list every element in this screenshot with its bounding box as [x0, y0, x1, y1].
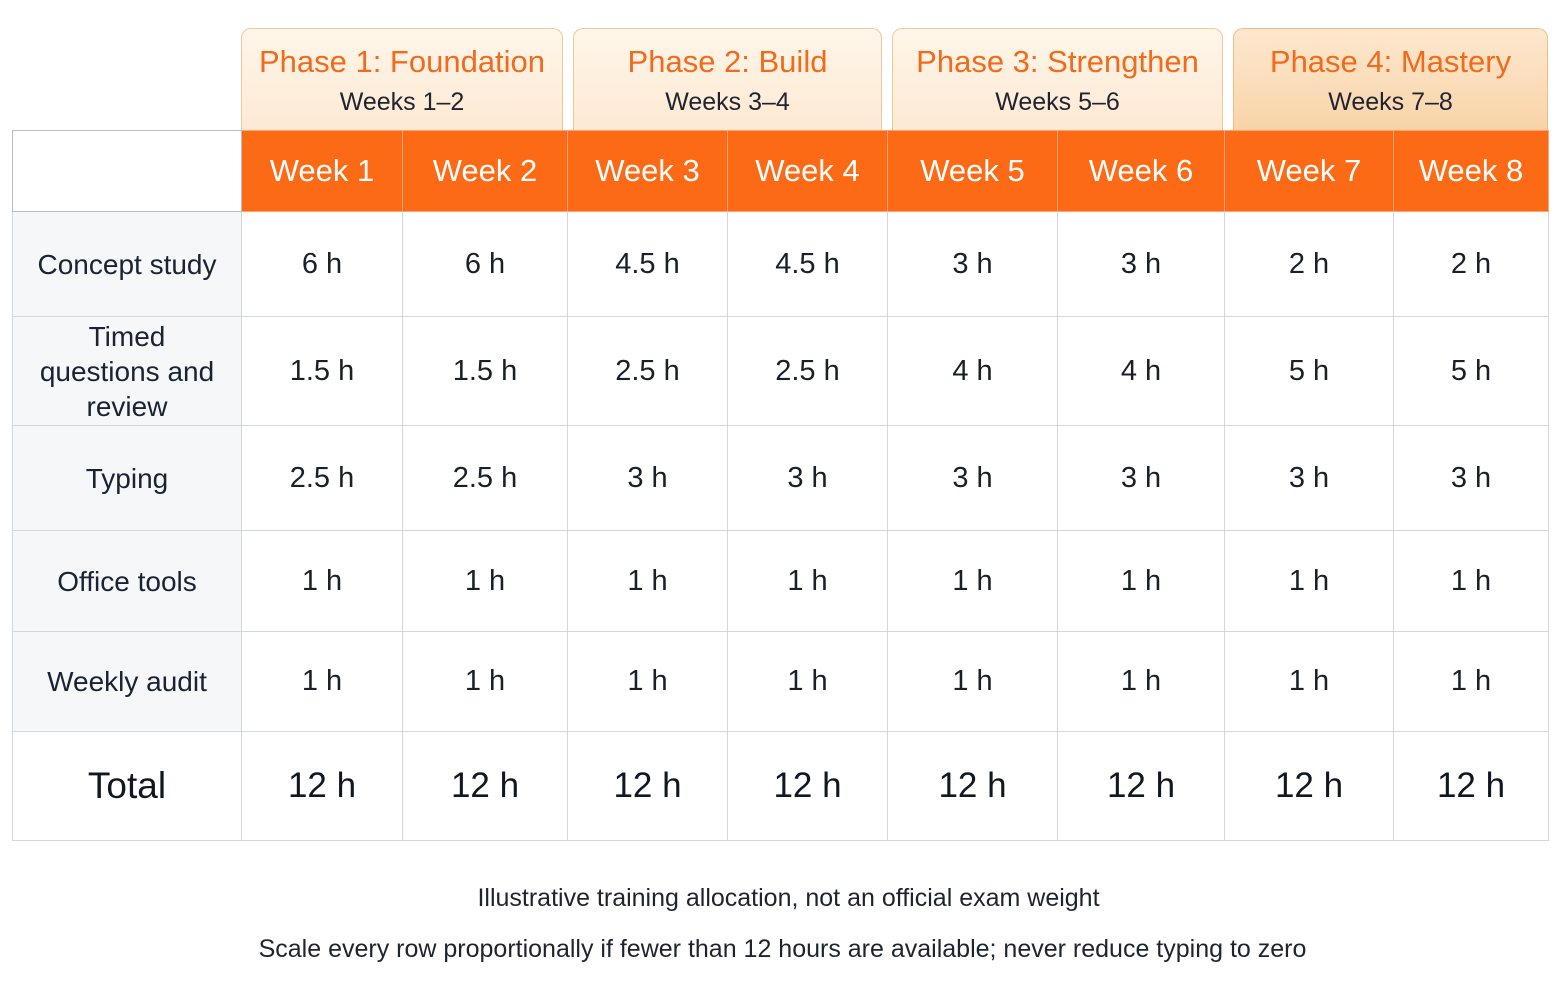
- total-row: Total 12 h 12 h 12 h 12 h 12 h 12 h 12 h…: [12, 731, 1549, 841]
- hours-cell: 4.5 h: [727, 211, 888, 317]
- phase-weeks: Weeks 5–6: [995, 88, 1120, 116]
- hours-cell: 1.5 h: [402, 316, 568, 426]
- phase-title: Phase 4: Mastery: [1269, 44, 1512, 79]
- hours-cell: 1 h: [1393, 530, 1549, 632]
- week-header: Week 4: [727, 130, 888, 212]
- hours-cell: 2.5 h: [241, 425, 403, 531]
- table-row: Weekly audit 1 h 1 h 1 h 1 h 1 h 1 h 1 h…: [12, 631, 1549, 732]
- hours-cell: 4 h: [1057, 316, 1225, 426]
- phase-header-1: Phase 1: Foundation Weeks 1–2: [241, 28, 563, 130]
- hours-cell: 1 h: [887, 631, 1058, 732]
- hours-cell: 1 h: [1393, 631, 1549, 732]
- phase-header-4: Phase 4: Mastery Weeks 7–8: [1233, 28, 1548, 130]
- total-cell: 12 h: [1224, 731, 1394, 841]
- total-cell: 12 h: [402, 731, 568, 841]
- table-row: Office tools 1 h 1 h 1 h 1 h 1 h 1 h 1 h…: [12, 530, 1549, 632]
- hours-cell: 1 h: [1224, 530, 1394, 632]
- total-cell: 12 h: [241, 731, 403, 841]
- row-label: Office tools: [12, 530, 242, 632]
- hours-cell: 1 h: [727, 530, 888, 632]
- phase-weeks: Weeks 1–2: [339, 88, 465, 116]
- hours-cell: 3 h: [1224, 425, 1394, 531]
- week-header: Week 1: [241, 130, 403, 212]
- hours-cell: 1 h: [567, 631, 728, 732]
- hours-cell: 3 h: [567, 425, 728, 531]
- hours-cell: 4 h: [887, 316, 1058, 426]
- hours-cell: 3 h: [887, 425, 1058, 531]
- hours-cell: 2.5 h: [567, 316, 728, 426]
- hours-cell: 1 h: [1224, 631, 1394, 732]
- footnote-scaling: Scale every row proportionally if fewer …: [258, 935, 1307, 963]
- phase-weeks: Weeks 7–8: [1328, 88, 1453, 116]
- hours-cell: 1 h: [567, 530, 728, 632]
- hours-cell: 1.5 h: [241, 316, 403, 426]
- hours-cell: 3 h: [887, 211, 1058, 317]
- row-label: Typing: [12, 425, 242, 531]
- hours-cell: 5 h: [1393, 316, 1549, 426]
- hours-cell: 1 h: [887, 530, 1058, 632]
- total-cell: 12 h: [1057, 731, 1225, 841]
- hours-cell: 4.5 h: [567, 211, 728, 317]
- total-cell: 12 h: [1393, 731, 1549, 841]
- hours-cell: 1 h: [241, 631, 403, 732]
- total-cell: 12 h: [727, 731, 888, 841]
- hours-cell: 3 h: [1393, 425, 1549, 531]
- phase-title: Phase 1: Foundation: [258, 44, 546, 79]
- corner-cell: [12, 130, 242, 212]
- footnote-disclaimer: Illustrative training allocation, not an…: [477, 884, 1100, 912]
- row-label: Weekly audit: [12, 631, 242, 732]
- hours-cell: 1 h: [402, 631, 568, 732]
- week-header-row: Week 1 Week 2 Week 3 Week 4 Week 5 Week …: [12, 130, 1549, 212]
- hours-cell: 1 h: [402, 530, 568, 632]
- hours-cell: 3 h: [1057, 425, 1225, 531]
- week-header: Week 5: [887, 130, 1058, 212]
- row-label: Timed questions and review: [12, 316, 242, 426]
- week-header: Week 3: [567, 130, 728, 212]
- phase-header-2: Phase 2: Build Weeks 3–4: [573, 28, 882, 130]
- hours-cell: 2 h: [1224, 211, 1394, 317]
- row-label: Concept study: [12, 211, 242, 317]
- hours-cell: 1 h: [727, 631, 888, 732]
- hours-cell: 1 h: [1057, 530, 1225, 632]
- schedule-table: Week 1 Week 2 Week 3 Week 4 Week 5 Week …: [12, 130, 1549, 841]
- phase-title: Phase 3: Strengthen: [916, 44, 1199, 79]
- week-header: Week 7: [1224, 130, 1394, 212]
- phase-header-3: Phase 3: Strengthen Weeks 5–6: [892, 28, 1223, 130]
- hours-cell: 6 h: [402, 211, 568, 317]
- hours-cell: 6 h: [241, 211, 403, 317]
- week-header: Week 6: [1057, 130, 1225, 212]
- phase-weeks: Weeks 3–4: [665, 88, 790, 116]
- hours-cell: 1 h: [241, 530, 403, 632]
- hours-cell: 2.5 h: [727, 316, 888, 426]
- hours-cell: 3 h: [727, 425, 888, 531]
- hours-cell: 2 h: [1393, 211, 1549, 317]
- week-header: Week 2: [402, 130, 568, 212]
- total-cell: 12 h: [887, 731, 1058, 841]
- hours-cell: 1 h: [1057, 631, 1225, 732]
- hours-cell: 5 h: [1224, 316, 1394, 426]
- week-header: Week 8: [1393, 130, 1549, 212]
- hours-cell: 2.5 h: [402, 425, 568, 531]
- phase-title: Phase 2: Build: [627, 44, 828, 79]
- table-row: Typing 2.5 h 2.5 h 3 h 3 h 3 h 3 h 3 h 3…: [12, 425, 1549, 531]
- hours-cell: 3 h: [1057, 211, 1225, 317]
- total-label: Total: [12, 731, 242, 841]
- table-row: Concept study 6 h 6 h 4.5 h 4.5 h 3 h 3 …: [12, 211, 1549, 317]
- total-cell: 12 h: [567, 731, 728, 841]
- table-row: Timed questions and review 1.5 h 1.5 h 2…: [12, 316, 1549, 426]
